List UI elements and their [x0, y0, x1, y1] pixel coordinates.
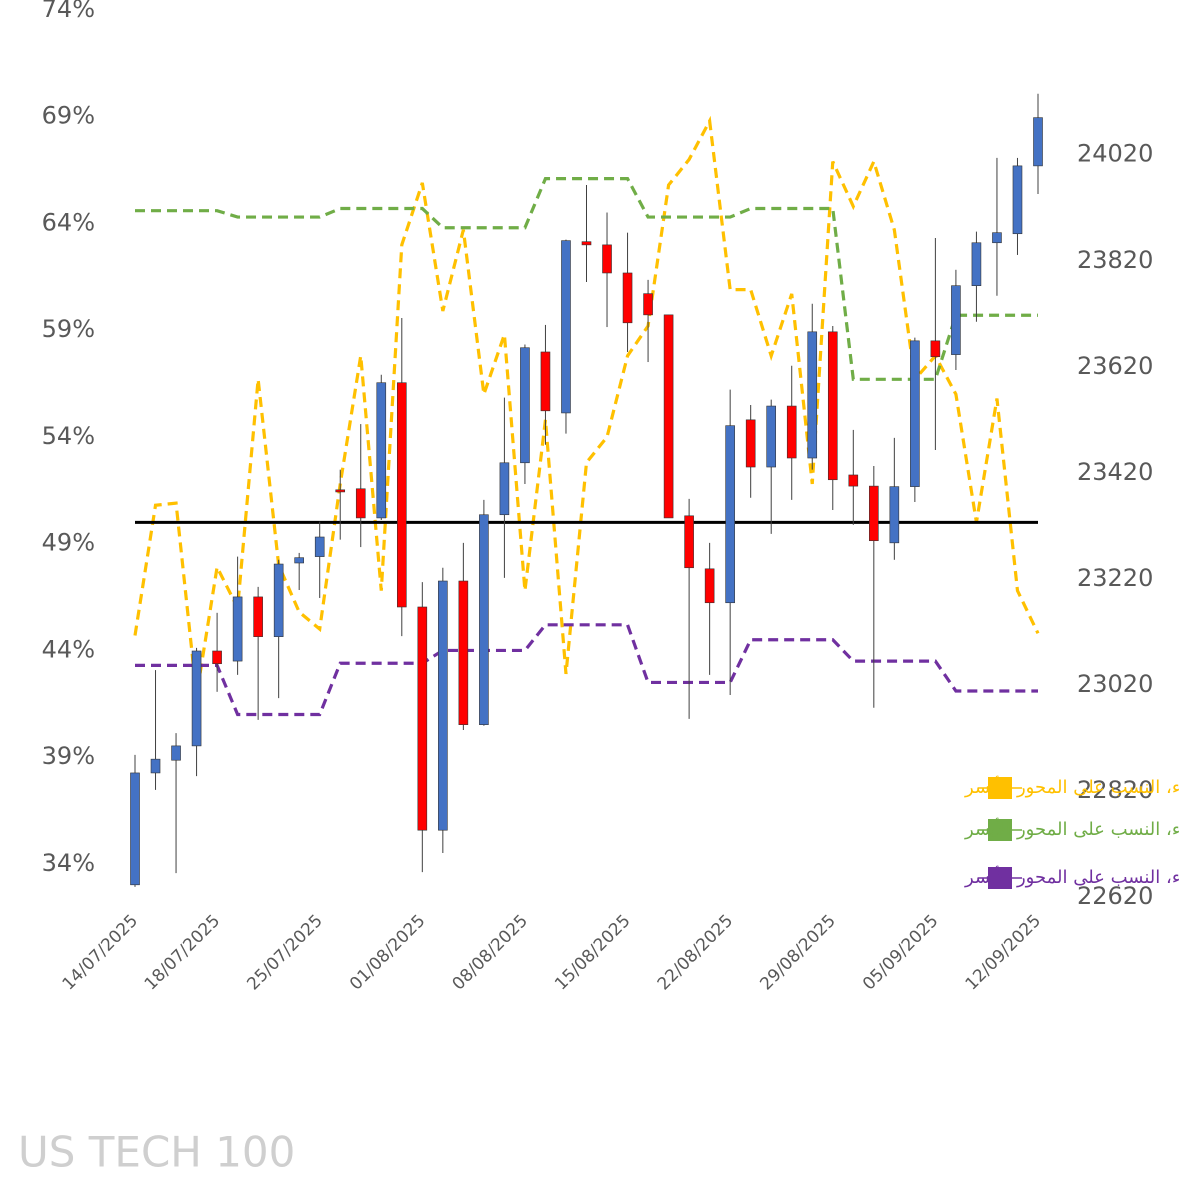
candle-body — [561, 240, 571, 414]
y2-tick-label: 22620 — [1077, 882, 1153, 910]
candle-body — [786, 405, 797, 459]
candle-body — [704, 568, 715, 604]
candle-body — [150, 758, 161, 774]
legend-label: توجه المؤسسات، نسبة الشراء، النسب على ال… — [964, 818, 1181, 840]
candle-body — [766, 405, 777, 468]
candle-body — [294, 557, 304, 564]
candle-body — [1033, 117, 1043, 167]
candle-body — [684, 515, 694, 569]
y2-tick-label: 23020 — [1077, 670, 1153, 698]
y-tick-label: 34% — [42, 849, 95, 877]
candle-body — [499, 462, 510, 516]
candle-body — [520, 347, 530, 464]
y2-tick-label: 23820 — [1077, 246, 1153, 274]
legend-label: توجه صناديق الرفع المالي، نسبة الشراء، ا… — [964, 866, 1181, 888]
candle-body — [273, 563, 284, 637]
candle-body — [663, 314, 674, 519]
candle-body — [643, 293, 653, 316]
candle-body — [253, 596, 263, 637]
watermark: US TECH 100 — [18, 1128, 295, 1177]
y-tick-label: 64% — [42, 208, 95, 236]
x-tick-label: 01/08/2025 — [346, 911, 429, 994]
x-tick-label: 05/09/2025 — [859, 911, 942, 994]
candle-body — [376, 382, 387, 519]
candle-body — [869, 485, 879, 542]
candle-body — [396, 382, 407, 608]
candle-body — [479, 514, 489, 725]
candle-body — [417, 606, 428, 831]
candle-body — [540, 351, 551, 412]
y2-tick-label: 23220 — [1077, 564, 1153, 592]
candle-body — [581, 241, 592, 246]
x-tick-label: 18/07/2025 — [141, 911, 224, 994]
candle-body — [438, 580, 448, 831]
candle-body — [355, 488, 366, 519]
candle-body — [171, 745, 181, 761]
candle-body — [971, 242, 982, 286]
candle-body — [889, 486, 900, 544]
candle-body — [314, 536, 325, 557]
candle-body — [992, 232, 1002, 244]
x-tick-label: 22/08/2025 — [654, 911, 737, 994]
candle-body — [232, 596, 243, 662]
candle-body — [335, 489, 346, 493]
candle-body — [745, 419, 756, 468]
candle-body — [930, 340, 941, 358]
candle-body — [458, 580, 469, 725]
y-tick-label: 69% — [42, 102, 95, 130]
y-tick-label: 49% — [42, 529, 95, 557]
x-tick-label: 08/08/2025 — [449, 911, 532, 994]
line-series — [135, 623, 1038, 717]
candle-body — [951, 285, 961, 355]
candle-body — [910, 340, 920, 487]
legend-swatch — [988, 867, 1012, 889]
candle-body — [130, 772, 140, 886]
y-tick-label: 39% — [42, 742, 95, 770]
y-tick-label: 59% — [42, 315, 95, 343]
x-tick-label: 29/08/2025 — [756, 911, 839, 994]
y2-tick-label: 23620 — [1077, 352, 1153, 380]
y-tick-label: 44% — [42, 635, 95, 663]
candle-body — [725, 425, 735, 604]
x-tick-label: 14/07/2025 — [59, 911, 142, 994]
line-series — [133, 115, 1040, 696]
x-tick-label: 12/09/2025 — [962, 911, 1045, 994]
candle-body — [602, 244, 612, 274]
y2-tick-label: 22820 — [1077, 776, 1153, 804]
y2-tick-label: 24020 — [1077, 140, 1153, 168]
y2-tick-label: 23420 — [1077, 458, 1153, 486]
candle-body — [622, 272, 633, 324]
candle-body — [807, 331, 818, 459]
legend-swatch — [988, 777, 1012, 799]
line-series — [135, 177, 1038, 381]
candle-body — [212, 650, 222, 665]
y-tick-label: 54% — [42, 422, 95, 450]
legend-swatch — [988, 819, 1012, 841]
legend-label: توجه عملاء، نسبة الشراء، النسب على المحو… — [964, 776, 1181, 798]
y-tick-label: 74% — [42, 0, 95, 23]
candle-body — [1012, 165, 1023, 235]
candle-body — [191, 650, 202, 747]
x-tick-label: 25/07/2025 — [243, 911, 326, 994]
candle-body — [827, 331, 838, 481]
x-tick-label: 15/08/2025 — [551, 911, 634, 994]
candle-body — [848, 474, 859, 487]
